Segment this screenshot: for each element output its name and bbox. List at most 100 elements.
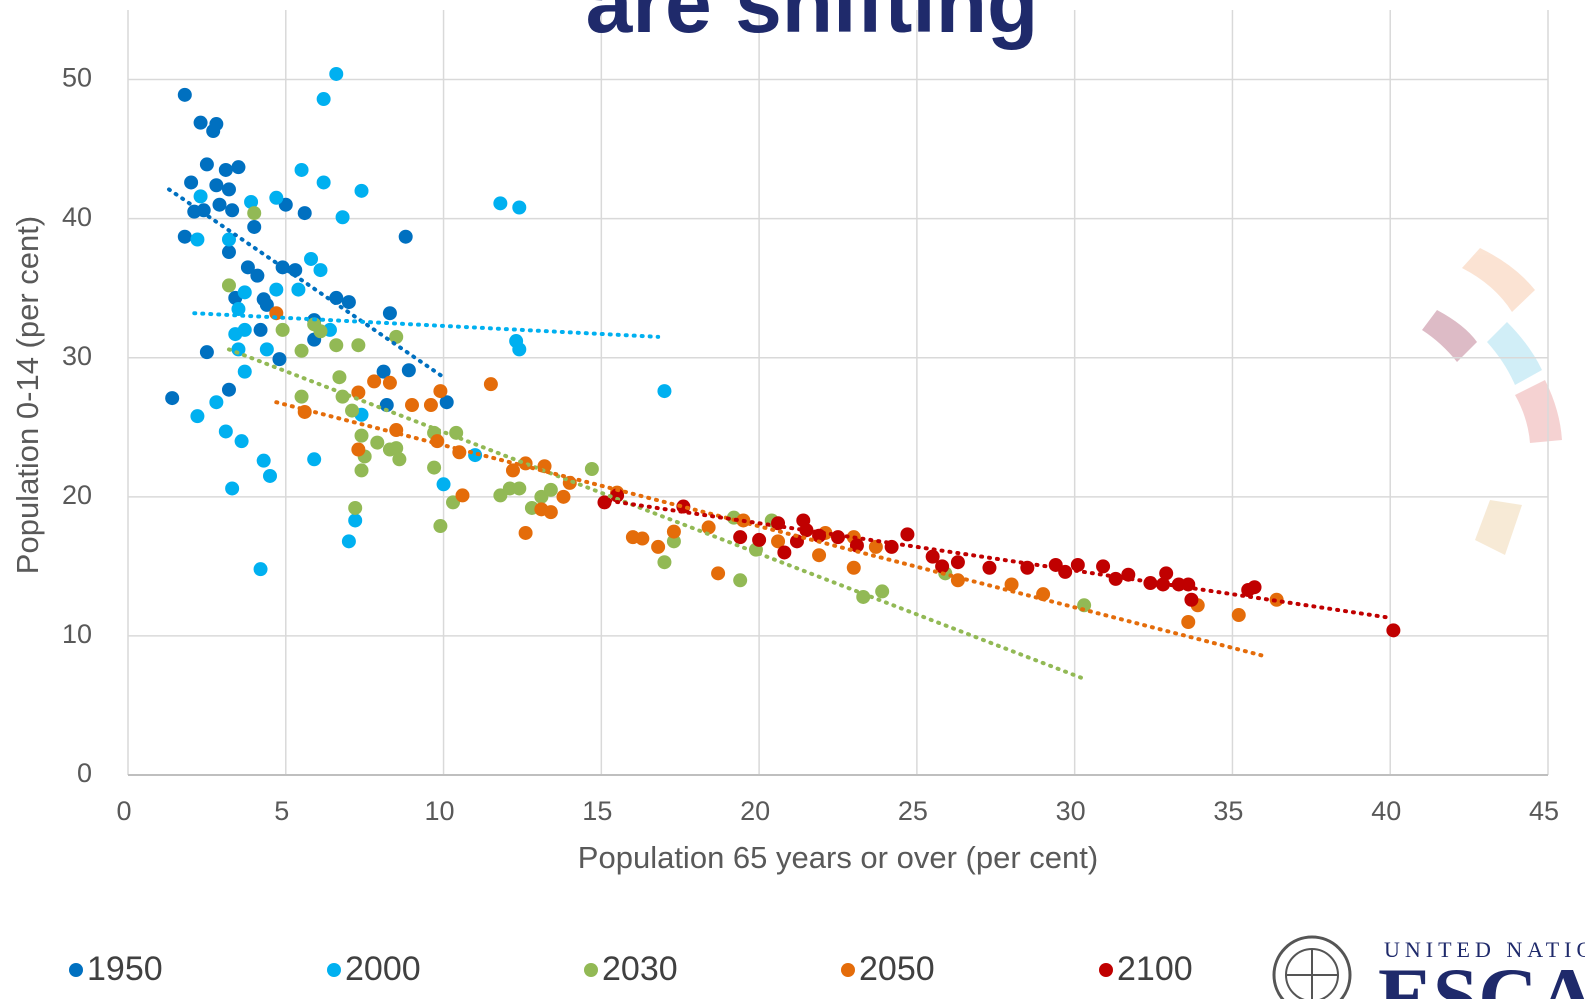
y-tick-label: 50 xyxy=(62,63,92,93)
point xyxy=(1232,608,1246,622)
decoration xyxy=(1422,248,1562,555)
point xyxy=(225,203,239,217)
point xyxy=(355,463,369,477)
point xyxy=(383,306,397,320)
point xyxy=(585,462,599,476)
trendline xyxy=(601,500,1390,618)
point xyxy=(342,295,356,309)
point xyxy=(222,278,236,292)
point xyxy=(433,519,447,533)
point xyxy=(812,548,826,562)
point xyxy=(512,481,526,495)
point xyxy=(392,452,406,466)
point xyxy=(329,67,343,81)
point xyxy=(433,384,447,398)
point xyxy=(209,395,223,409)
point xyxy=(711,566,725,580)
point xyxy=(222,182,236,196)
point xyxy=(348,501,362,515)
point xyxy=(206,124,220,138)
point xyxy=(228,327,242,341)
point xyxy=(257,454,271,468)
point xyxy=(635,532,649,546)
legend-marker xyxy=(69,963,83,977)
point xyxy=(194,116,208,130)
point xyxy=(247,206,261,220)
legend-label: 2050 xyxy=(859,950,935,988)
point xyxy=(200,345,214,359)
x-tick-label: 0 xyxy=(116,796,131,826)
chart-title: are shifting xyxy=(586,0,1039,50)
point xyxy=(313,324,327,338)
point xyxy=(272,352,286,366)
legend-label: 1950 xyxy=(87,950,163,988)
point xyxy=(370,436,384,450)
point xyxy=(269,283,283,297)
x-axis-title: Population 65 years or over (per cent) xyxy=(578,840,1098,875)
x-tick-label: 40 xyxy=(1371,796,1401,826)
point xyxy=(291,283,305,297)
point xyxy=(424,398,438,412)
point xyxy=(194,189,208,203)
y-tick-label: 30 xyxy=(62,341,92,371)
point xyxy=(383,376,397,390)
point xyxy=(295,163,309,177)
point xyxy=(493,196,507,210)
x-tick-label: 30 xyxy=(1056,796,1086,826)
x-tick-label: 45 xyxy=(1529,796,1559,826)
y-axis-title: Population 0-14 (per cent) xyxy=(10,216,45,574)
point xyxy=(512,342,526,356)
y-tick-label: 20 xyxy=(62,480,92,510)
point xyxy=(733,530,747,544)
point xyxy=(512,201,526,215)
point xyxy=(313,263,327,277)
point xyxy=(667,525,681,539)
legend-marker xyxy=(584,963,598,977)
point xyxy=(238,365,252,379)
point xyxy=(348,513,362,527)
point xyxy=(332,370,346,384)
point xyxy=(317,175,331,189)
point xyxy=(231,160,245,174)
point xyxy=(847,561,861,575)
point xyxy=(733,573,747,587)
x-tick-label: 10 xyxy=(425,796,455,826)
point xyxy=(427,461,441,475)
y-tick-label: 40 xyxy=(62,202,92,232)
y-tick-label: 10 xyxy=(62,619,92,649)
point xyxy=(345,404,359,418)
point xyxy=(1248,580,1262,594)
point xyxy=(209,178,223,192)
point xyxy=(269,191,283,205)
point xyxy=(402,363,416,377)
point xyxy=(651,540,665,554)
point xyxy=(250,269,264,283)
logo: UNITED NATIONS ESCAP xyxy=(1274,937,1585,999)
legend-marker xyxy=(1099,963,1113,977)
point xyxy=(304,252,318,266)
point xyxy=(556,490,570,504)
point xyxy=(1096,559,1110,573)
point xyxy=(254,562,268,576)
point xyxy=(254,323,268,337)
x-tick-label: 25 xyxy=(898,796,928,826)
legend-label: 2030 xyxy=(602,950,678,988)
point xyxy=(1386,623,1400,637)
point xyxy=(260,342,274,356)
point xyxy=(752,533,766,547)
point xyxy=(657,555,671,569)
point xyxy=(329,338,343,352)
x-tick-label: 20 xyxy=(740,796,770,826)
point xyxy=(367,374,381,388)
point xyxy=(544,483,558,497)
point xyxy=(219,424,233,438)
legend-marker xyxy=(841,963,855,977)
point xyxy=(317,92,331,106)
logo-line2: ESCAP xyxy=(1378,951,1585,999)
point xyxy=(437,477,451,491)
point xyxy=(276,323,290,337)
point xyxy=(295,390,309,404)
point xyxy=(455,488,469,502)
point xyxy=(247,220,261,234)
point xyxy=(219,163,233,177)
